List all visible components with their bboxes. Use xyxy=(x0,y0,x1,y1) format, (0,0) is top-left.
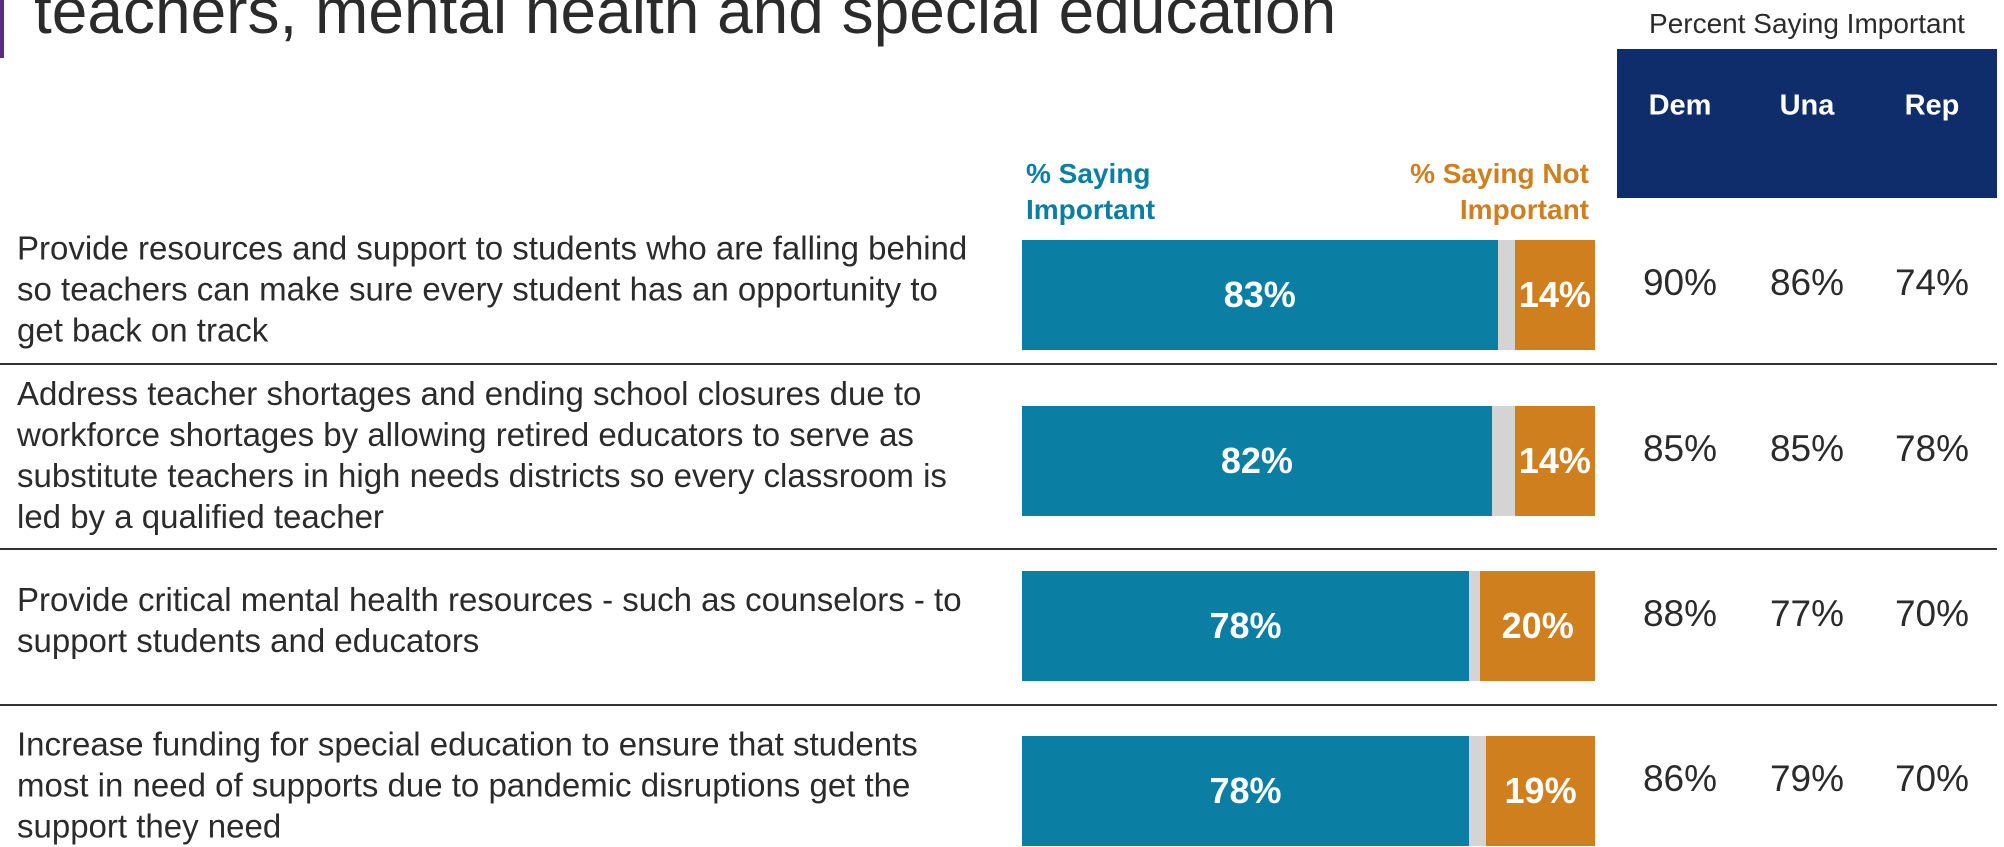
row-label: Increase funding for special education t… xyxy=(17,725,918,845)
value-label: 82% xyxy=(1220,440,1293,481)
table-cell: 85% xyxy=(1642,428,1718,469)
bar-important xyxy=(1022,571,1469,681)
chart-title: teachers, mental health and special educ… xyxy=(34,0,1337,47)
title-accent xyxy=(0,0,4,58)
table-cell: 70% xyxy=(1894,758,1970,799)
table-cell: 88% xyxy=(1642,593,1718,634)
value-label: 14% xyxy=(1518,440,1591,481)
series-header: % Saying Important xyxy=(1026,158,1156,225)
row-label: Provide critical mental health resources… xyxy=(17,581,962,659)
bar-not-important xyxy=(1480,571,1595,681)
value-label: 20% xyxy=(1501,605,1574,646)
bar-important xyxy=(1022,240,1498,350)
value-label: 78% xyxy=(1209,770,1282,811)
bar-not-important xyxy=(1486,736,1595,846)
table-cell: 86% xyxy=(1769,262,1845,303)
value-label: 19% xyxy=(1504,770,1577,811)
table-cell: 77% xyxy=(1769,593,1845,634)
table-cell: 90% xyxy=(1642,262,1718,303)
value-label: 83% xyxy=(1223,274,1296,315)
value-label: 78% xyxy=(1209,605,1282,646)
bar-important xyxy=(1022,736,1469,846)
table-cell: 85% xyxy=(1769,428,1845,469)
table-column-header: Una xyxy=(1779,89,1835,122)
series-header: % Saying Not Important xyxy=(1410,158,1589,225)
table-title: Percent Saying Important xyxy=(1649,8,1965,39)
table-header xyxy=(1617,49,1997,198)
table-cell: 78% xyxy=(1894,428,1970,469)
row-separator xyxy=(0,363,1997,365)
bar-important xyxy=(1022,406,1492,516)
bar-not-important xyxy=(1514,406,1595,516)
table-column-header: Dem xyxy=(1648,89,1712,122)
table-cell: 79% xyxy=(1769,758,1845,799)
row-label: Provide resources and support to student… xyxy=(17,229,968,349)
value-label: 14% xyxy=(1518,274,1591,315)
row-separator xyxy=(0,548,1997,550)
table-cell: 86% xyxy=(1642,758,1718,799)
table-cell: 70% xyxy=(1894,593,1970,634)
table-column-header: Rep xyxy=(1904,89,1960,122)
row-separator xyxy=(0,704,1997,706)
bar-not-important xyxy=(1514,240,1595,350)
table-cell: 74% xyxy=(1894,262,1970,303)
row-label: Address teacher shortages and ending sch… xyxy=(17,375,947,535)
